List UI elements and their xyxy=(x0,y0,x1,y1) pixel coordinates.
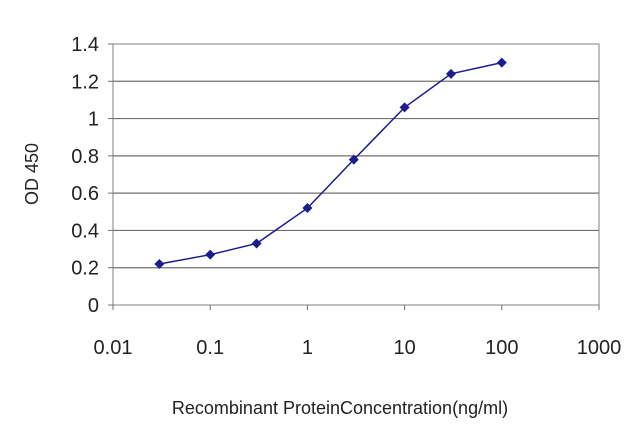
plot-area-frame xyxy=(112,43,600,306)
y-axis: 0 0.2 0.4 0.6 0.8 1 1.2 1.4 xyxy=(71,34,113,317)
x-axis: 0.01 0.1 1 10 100 1000 xyxy=(94,305,622,359)
data-point-marker xyxy=(251,238,262,249)
x-tick-label: 0.01 xyxy=(94,337,133,359)
x-tick-label: 1 xyxy=(302,337,313,359)
y-tick-label: 0.2 xyxy=(71,258,99,280)
data-point-marker xyxy=(205,249,216,260)
data-point-marker xyxy=(399,102,410,113)
y-axis-title: OD 450 xyxy=(22,143,42,205)
x-tick-label: 100 xyxy=(485,337,518,359)
data-series xyxy=(154,57,507,269)
x-tick-label: 10 xyxy=(393,337,415,359)
y-tick-label: 1.2 xyxy=(71,71,99,93)
y-tick-label: 0.8 xyxy=(71,146,99,168)
data-point-marker xyxy=(302,203,313,214)
data-point-marker xyxy=(348,154,359,165)
y-tick-label: 1 xyxy=(88,109,99,131)
x-axis-title: Recombinant ProteinConcentration(ng/ml) xyxy=(172,398,508,418)
x-tick-label: 0.1 xyxy=(196,337,224,359)
x-tick-label: 1000 xyxy=(577,337,622,359)
data-point-marker xyxy=(496,57,507,68)
y-tick-label: 1.4 xyxy=(71,34,99,56)
grid-lines xyxy=(113,80,599,269)
y-tick-label: 0 xyxy=(88,295,99,317)
series-line xyxy=(159,61,502,265)
y-tick-label: 0.4 xyxy=(71,220,99,242)
y-tick-label: 0.6 xyxy=(71,183,99,205)
data-point-marker xyxy=(154,258,165,269)
data-point-marker xyxy=(445,68,456,79)
